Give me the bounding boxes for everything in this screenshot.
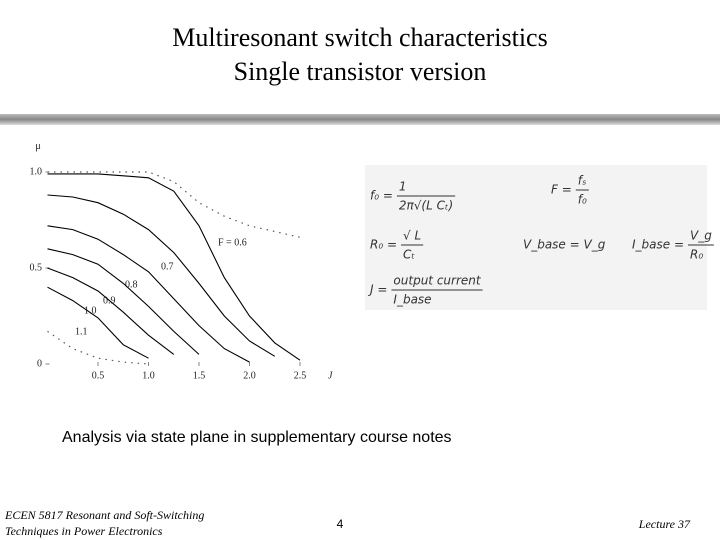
curve (47, 225, 250, 363)
formula-numerator: √ L (403, 229, 421, 243)
caption: Analysis via state plane in supplementar… (62, 429, 452, 446)
curve (47, 267, 175, 355)
y-tick-label: 0.5 (30, 262, 43, 273)
y-tick-label: 0 (37, 358, 42, 369)
formula-denominator: f₀ (578, 193, 587, 207)
formula-lhs: I_base = (632, 238, 684, 252)
formula-numerator: output current (393, 274, 481, 288)
curve (47, 173, 301, 361)
x-axis-label: J (328, 370, 333, 381)
x-tick-label: 1.0 (142, 370, 155, 381)
formula-denominator: 2π√(L Cₜ) (399, 199, 453, 213)
curve-label: F = 0.6 (218, 237, 247, 248)
formulas: f₀ = 1 2π√(L Cₜ) F = fₛ f₀ R₀ = √ L Cₜ V_base = V… (368, 174, 714, 307)
boundary-curve (47, 171, 301, 238)
curve (47, 194, 276, 357)
formula-denominator: R₀ (690, 248, 703, 262)
formula-lhs: f₀ = (370, 189, 393, 203)
slide-title: Multiresonant switch characteristics (172, 23, 547, 52)
x-tick-label: 0.5 (92, 370, 105, 381)
x-tick-label: 2.5 (294, 370, 307, 381)
formula-numerator: fₛ (578, 174, 587, 188)
curve (47, 248, 200, 355)
boundary-curve (47, 330, 149, 365)
footer-lecture: Lecture 37 (638, 517, 691, 531)
curve-label: 0.7 (161, 261, 174, 272)
formula-panel (365, 165, 707, 310)
curve (47, 286, 149, 359)
title-rule (0, 114, 720, 125)
page-number: 4 (337, 517, 344, 531)
formula-lhs: F = (551, 183, 572, 197)
footer-course: Techniques in Power Electronics (5, 524, 163, 538)
formula-numerator: V_g (690, 229, 712, 243)
curve-label: 0.8 (125, 279, 138, 290)
x-tick-label: 1.5 (193, 370, 206, 381)
footer-course: ECEN 5817 Resonant and Soft-Switching (4, 508, 204, 522)
formula-lhs: V_base = V_g (523, 238, 606, 252)
y-axis-label: μ (35, 141, 40, 152)
formula-denominator: Cₜ (403, 248, 415, 262)
formula-lhs: R₀ = (370, 238, 397, 252)
formula-denominator: I_base (393, 293, 431, 307)
curve-label: 1.0 (84, 305, 97, 316)
formula-numerator: 1 (399, 180, 407, 194)
x-tick-label: 2.0 (243, 370, 256, 381)
slide-subtitle: Single transistor version (234, 57, 487, 86)
y-tick-label: 1.0 (30, 166, 43, 177)
curve-label: 1.1 (75, 326, 88, 337)
formula-lhs: J = (368, 283, 387, 297)
